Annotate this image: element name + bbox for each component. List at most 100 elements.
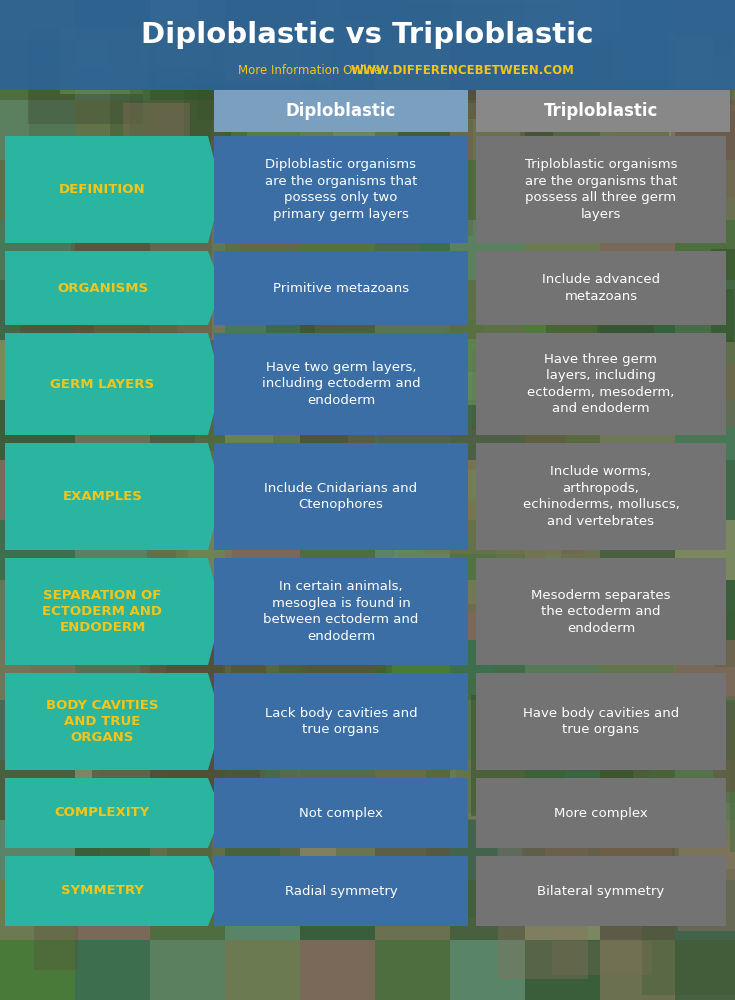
Bar [450,635,530,700]
Bar [375,95,455,160]
Bar [150,95,230,160]
Bar [675,695,735,760]
Text: BODY CAVITIES
AND TRUE
ORGANS: BODY CAVITIES AND TRUE ORGANS [46,699,159,744]
Bar [300,875,380,940]
Text: Triploblastic organisms
are the organisms that
possess all three germ
layers: Triploblastic organisms are the organism… [525,158,677,221]
Bar [90,864,289,908]
Bar [525,875,605,940]
Bar [150,215,230,280]
Bar [713,702,735,792]
Bar [450,755,530,820]
Bar [75,275,155,340]
Bar [675,395,735,460]
Polygon shape [5,558,222,665]
Text: COMPLEXITY: COMPLEXITY [55,806,150,820]
Bar [300,755,380,820]
Bar [300,395,380,460]
Bar [150,395,230,460]
FancyBboxPatch shape [476,90,730,132]
Bar [450,155,530,220]
Bar [75,635,155,700]
Bar [365,699,407,752]
FancyBboxPatch shape [476,558,726,665]
Bar [249,577,307,682]
Bar [196,381,281,473]
Bar [450,335,530,400]
Bar [225,575,305,640]
Bar [472,351,572,430]
Bar [300,635,380,700]
Text: GERM LAYERS: GERM LAYERS [51,377,154,390]
Bar [675,155,735,220]
Polygon shape [5,251,222,325]
Bar [225,95,305,160]
Bar [525,755,605,820]
Bar [375,875,455,940]
Bar [523,780,679,903]
Bar [0,935,80,1000]
Bar [450,35,530,100]
Bar [0,275,80,340]
Bar [225,275,305,340]
Bar [0,215,80,280]
Bar [445,314,593,362]
FancyBboxPatch shape [476,333,726,435]
Bar [225,395,305,460]
Bar [150,755,230,820]
Bar [0,395,80,460]
Bar [675,935,735,1000]
Bar [471,695,633,816]
Bar [150,575,230,640]
Bar [35,909,77,970]
Bar [525,935,605,1000]
Bar [150,275,230,340]
Bar [375,0,455,40]
Text: Not complex: Not complex [299,806,383,820]
FancyBboxPatch shape [476,251,726,325]
FancyBboxPatch shape [214,558,468,665]
Bar [225,695,305,760]
FancyBboxPatch shape [214,333,468,435]
Text: Have two germ layers,
including ectoderm and
endoderm: Have two germ layers, including ectoderm… [262,361,420,407]
Bar [642,869,735,995]
Text: In certain animals,
mesoglea is found in
between ectoderm and
endoderm: In certain animals, mesoglea is found in… [263,580,419,643]
Bar [450,455,530,520]
Bar [75,155,155,220]
Bar [75,815,155,880]
Bar [375,275,455,340]
Bar [75,755,155,820]
Polygon shape [5,136,222,243]
Bar [300,815,380,880]
Bar [375,635,455,700]
Bar [75,95,155,160]
Bar [450,215,530,280]
Bar [450,815,530,880]
Bar [240,141,419,278]
Bar [0,35,80,100]
Bar [327,588,434,622]
Bar [150,35,230,100]
Bar [225,0,305,40]
Bar [675,515,735,580]
Bar [649,696,735,803]
Bar [0,515,80,580]
Bar [552,941,652,975]
Bar [733,0,735,61]
FancyBboxPatch shape [476,443,726,550]
Bar [525,575,605,640]
Bar [253,337,402,410]
Bar [140,614,266,734]
Bar [525,815,605,880]
Bar [150,455,230,520]
Text: Triploblastic: Triploblastic [544,102,658,120]
Bar [225,875,305,940]
Bar [375,35,455,100]
Bar [75,215,155,280]
Bar [225,815,305,880]
Bar [0,0,80,40]
Bar [148,501,188,630]
Bar [300,335,380,400]
Bar [525,335,605,400]
Bar [456,677,565,813]
Bar [495,537,546,629]
